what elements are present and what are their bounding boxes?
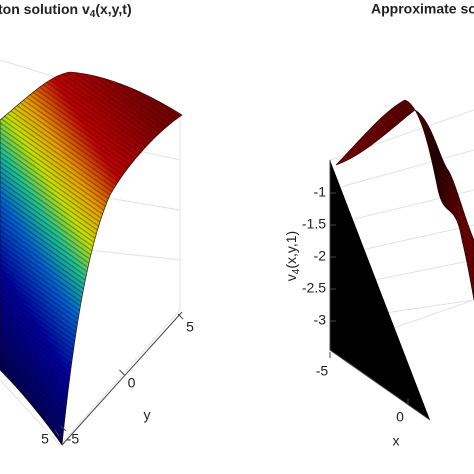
y-axis-label: y	[144, 407, 151, 423]
tick-mark	[60, 425, 67, 432]
z-tick-label: -2	[314, 248, 327, 264]
chart-title: Approximate so	[371, 1, 474, 17]
x-axis-label: x	[393, 433, 400, 449]
x-tick-label: 0	[396, 409, 404, 425]
z-tick-label: -3	[314, 312, 327, 328]
z-axis-label: v4(x,y,1)	[283, 231, 302, 281]
chart-title: ton solution v4(x,y,t)	[0, 1, 132, 20]
x-tick-label: -5	[316, 363, 329, 379]
surface-mesh	[336, 100, 474, 300]
label-part: v	[283, 274, 299, 281]
surface-mesh	[0, 72, 182, 445]
z-tick-label: -2.5	[302, 280, 326, 296]
axis-line	[329, 160, 431, 421]
axis-line	[61, 311, 183, 446]
y-tick-label: -5	[67, 431, 80, 447]
tick-mark	[119, 369, 125, 376]
tick-mark	[54, 429, 60, 437]
title-part: ton solution v	[0, 1, 90, 17]
label-subscript: 4	[291, 268, 302, 274]
z-tick-label: -1.5	[302, 216, 326, 232]
tick-mark	[177, 313, 184, 320]
x-tick-label: 5	[41, 431, 49, 447]
y-tick-label: 0	[128, 375, 136, 391]
label-part: (x,y,1)	[283, 231, 299, 269]
title-subscript: 4	[90, 9, 96, 20]
z-tick-label: -1	[314, 184, 327, 200]
title-part: (x,y,t)	[95, 1, 131, 17]
y-tick-label: 5	[186, 319, 194, 335]
